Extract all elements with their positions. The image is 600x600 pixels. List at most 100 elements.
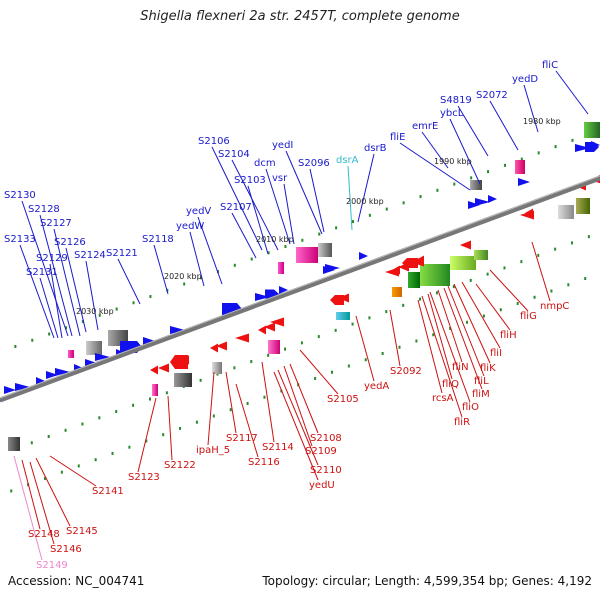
gene-feature-box[interactable]	[420, 264, 450, 286]
gene-feature-box[interactable]	[470, 180, 482, 190]
reverse-gene-label[interactable]: S2092	[390, 366, 422, 377]
reverse-gene-label[interactable]: S2145	[66, 526, 98, 537]
forward-gene-label[interactable]: dcm	[254, 158, 276, 169]
reverse-gene-label[interactable]: S2122	[164, 460, 196, 471]
reverse-gene-arrow[interactable]	[258, 325, 266, 335]
forward-gene-label[interactable]: yedW	[176, 221, 204, 232]
forward-gene-label[interactable]: S2131	[26, 267, 58, 278]
gene-feature-box[interactable]	[174, 373, 192, 387]
forward-gene-label[interactable]: yedV	[186, 206, 211, 217]
pink-gene-label[interactable]: S2149	[36, 560, 68, 571]
forward-gene-arrow[interactable]	[518, 178, 530, 186]
gene-feature-box[interactable]	[392, 287, 402, 297]
reverse-gene-label[interactable]: yedA	[364, 381, 389, 392]
gene-feature-box[interactable]	[408, 272, 420, 288]
reverse-gene-label[interactable]: fliL	[474, 376, 489, 387]
gene-feature-box[interactable]	[268, 340, 280, 354]
forward-gene-arrow[interactable]	[170, 326, 185, 334]
gene-feature-box[interactable]	[68, 350, 74, 358]
reverse-gene-label[interactable]: fliR	[454, 417, 470, 428]
forward-gene-arrow[interactable]	[488, 195, 497, 203]
forward-gene-label[interactable]: S2072	[476, 90, 508, 101]
forward-gene-arrow[interactable]	[475, 198, 490, 206]
reverse-gene-arrow[interactable]	[216, 341, 227, 351]
gene-feature-box[interactable]	[8, 437, 20, 451]
forward-gene-label[interactable]: S2096	[298, 158, 330, 169]
rna-gene-label[interactable]: dsrA	[336, 155, 359, 166]
gene-feature-box[interactable]	[212, 362, 222, 374]
forward-gene-arrow[interactable]	[4, 386, 16, 394]
forward-gene-arrow[interactable]	[575, 144, 590, 152]
gene-feature-box[interactable]	[152, 384, 158, 396]
reverse-gene-arrow[interactable]	[416, 255, 424, 265]
gene-feature-box[interactable]	[576, 198, 590, 214]
forward-gene-arrow[interactable]	[279, 286, 288, 294]
reverse-gene-label[interactable]: rcsA	[432, 393, 454, 404]
reverse-gene-label[interactable]: fliK	[480, 363, 496, 374]
reverse-gene-block[interactable]	[402, 258, 418, 268]
forward-gene-label[interactable]: vsr	[272, 173, 288, 184]
reverse-gene-block[interactable]	[170, 355, 188, 369]
gene-feature-box[interactable]	[474, 250, 488, 260]
reverse-gene-block[interactable]	[330, 295, 344, 305]
forward-gene-arrow[interactable]	[359, 252, 368, 260]
forward-gene-label[interactable]: fliE	[390, 132, 405, 143]
gene-feature-box[interactable]	[450, 256, 476, 270]
reverse-gene-label[interactable]: fliM	[472, 389, 490, 400]
reverse-gene-arrow[interactable]	[158, 363, 169, 373]
reverse-gene-label[interactable]: S2110	[310, 465, 342, 476]
forward-gene-label[interactable]: fliC	[542, 60, 558, 71]
forward-gene-label[interactable]: S4819	[440, 95, 472, 106]
reverse-gene-label[interactable]: S2116	[248, 457, 280, 468]
forward-gene-label[interactable]: dsrB	[364, 143, 387, 154]
forward-gene-arrow[interactable]	[55, 368, 70, 376]
reverse-gene-label[interactable]: S2123	[128, 472, 160, 483]
forward-gene-label[interactable]: ybcL	[440, 108, 464, 119]
gene-feature-box[interactable]	[296, 247, 318, 263]
reverse-gene-arrow[interactable]	[210, 343, 218, 353]
reverse-gene-label[interactable]: fliH	[500, 330, 517, 341]
forward-gene-label[interactable]: emrE	[412, 121, 438, 132]
reverse-gene-label[interactable]: yedU	[309, 480, 335, 491]
reverse-gene-label[interactable]: fliO	[462, 402, 479, 413]
gene-feature-box[interactable]	[278, 262, 284, 274]
forward-gene-label[interactable]: S2127	[40, 218, 72, 229]
gene-feature-box[interactable]	[584, 122, 600, 138]
forward-gene-arrow[interactable]	[325, 264, 340, 272]
forward-gene-label[interactable]: S2129	[36, 253, 68, 264]
forward-gene-label[interactable]: S2133	[4, 234, 36, 245]
reverse-gene-label[interactable]: nmpC	[540, 301, 569, 312]
forward-gene-label[interactable]: yedD	[512, 74, 538, 85]
reverse-gene-label[interactable]: fliI	[490, 348, 502, 359]
forward-gene-label[interactable]: S2130	[4, 190, 36, 201]
reverse-gene-label[interactable]: fliG	[520, 311, 537, 322]
reverse-gene-arrow[interactable]	[270, 317, 284, 327]
forward-gene-label[interactable]: yedI	[272, 140, 293, 151]
forward-gene-label[interactable]: S2104	[218, 149, 250, 160]
forward-gene-arrow[interactable]	[143, 337, 155, 345]
forward-gene-arrow[interactable]	[46, 371, 58, 379]
reverse-gene-arrow[interactable]	[150, 365, 158, 375]
reverse-gene-label[interactable]: S2109	[305, 446, 337, 457]
reverse-gene-label[interactable]: S2108	[310, 433, 342, 444]
reverse-gene-label[interactable]: S2148	[28, 529, 60, 540]
forward-gene-label[interactable]: S2107	[220, 202, 252, 213]
reverse-gene-label[interactable]: fliQ	[442, 379, 459, 390]
forward-gene-label[interactable]: S2126	[54, 237, 86, 248]
forward-gene-label[interactable]: S2128	[28, 204, 60, 215]
forward-gene-label[interactable]: S2124	[74, 250, 106, 261]
forward-gene-arrow[interactable]	[36, 377, 45, 385]
gene-feature-box[interactable]	[558, 205, 574, 219]
reverse-gene-arrow[interactable]	[460, 240, 471, 250]
reverse-gene-arrow[interactable]	[264, 322, 275, 332]
reverse-gene-label[interactable]: ipaH_5	[196, 445, 230, 456]
reverse-gene-arrow[interactable]	[525, 208, 533, 218]
gene-feature-box[interactable]	[336, 312, 350, 320]
forward-gene-label[interactable]: S2121	[106, 248, 138, 259]
forward-gene-label[interactable]: S2118	[142, 234, 174, 245]
gene-feature-box[interactable]	[515, 160, 525, 174]
reverse-gene-arrow[interactable]	[392, 265, 400, 275]
forward-gene-label[interactable]: S2106	[198, 136, 230, 147]
reverse-gene-label[interactable]: S2117	[226, 433, 258, 444]
